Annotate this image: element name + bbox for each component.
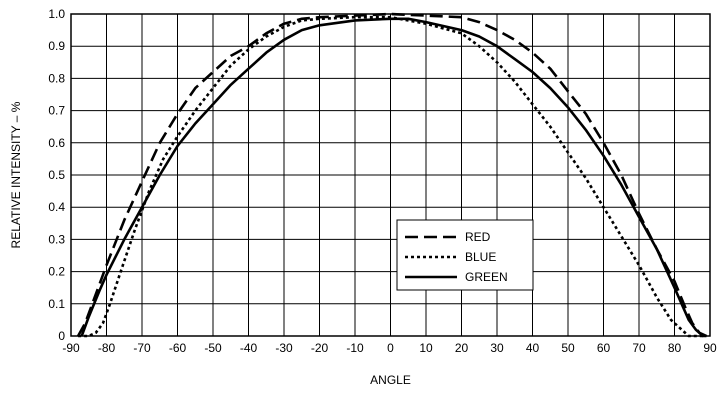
- y-tick-labels: 0 0.1 0.2 0.3 0.4 0.5 0.6 0.7 0.8 0.9 1.0: [48, 7, 65, 343]
- series-line-green: [80, 17, 707, 338]
- y-tick-label: 0.4: [48, 200, 65, 214]
- x-tick-label: 0: [387, 341, 394, 355]
- y-tick-label: 0.2: [48, 265, 65, 279]
- x-tick-label: -60: [169, 341, 187, 355]
- y-tick-label: 0: [58, 329, 65, 343]
- x-tick-labels: -90 -80 -70 -60 -50 -40 -30 -20 -10 0 10 20 30 40 50 60…: [62, 341, 717, 355]
- legend-label-blue: BLUE: [465, 250, 496, 264]
- x-tick-label: 40: [526, 341, 540, 355]
- y-tick-label: 0.5: [48, 168, 65, 182]
- x-tick-label: 10: [419, 341, 433, 355]
- y-tick-label: 1.0: [48, 7, 65, 21]
- legend-label-green: GREEN: [465, 270, 508, 284]
- series-lines: [76, 12, 708, 338]
- x-tick-label: 80: [668, 341, 682, 355]
- y-tick-label: 0.7: [48, 104, 65, 118]
- x-tick-label: 60: [597, 341, 611, 355]
- series-line-red: [76, 12, 708, 338]
- x-tick-label: -90: [62, 341, 80, 355]
- legend: RED BLUE GREEN: [396, 219, 534, 291]
- x-tick-label: 50: [561, 341, 575, 355]
- x-tick-label: 30: [490, 341, 504, 355]
- y-tick-label: 0.1: [48, 297, 65, 311]
- y-tick-label: 0.6: [48, 136, 65, 150]
- x-axis-label: ANGLE: [370, 373, 411, 387]
- y-tick-label: 0.9: [48, 39, 65, 53]
- legend-box: [396, 219, 534, 291]
- x-tick-label: 70: [632, 341, 646, 355]
- x-tick-label: -80: [98, 341, 116, 355]
- x-tick-label: -30: [275, 341, 293, 355]
- x-tick-label: -50: [204, 341, 222, 355]
- y-axis-label: RELATIVE INTENSITY – %: [9, 101, 23, 248]
- x-tick-label: 20: [455, 341, 469, 355]
- x-tick-label: 90: [703, 341, 717, 355]
- x-tick-label: -70: [133, 341, 151, 355]
- plot-frame: [70, 13, 711, 337]
- x-tick-label: -40: [240, 341, 258, 355]
- y-tick-label: 0.8: [48, 71, 65, 85]
- x-tick-label: -20: [311, 341, 329, 355]
- series-line-blue: [78, 15, 703, 338]
- x-tick-label: -10: [346, 341, 364, 355]
- legend-label-red: RED: [465, 230, 491, 244]
- y-tick-label: 0.3: [48, 232, 65, 246]
